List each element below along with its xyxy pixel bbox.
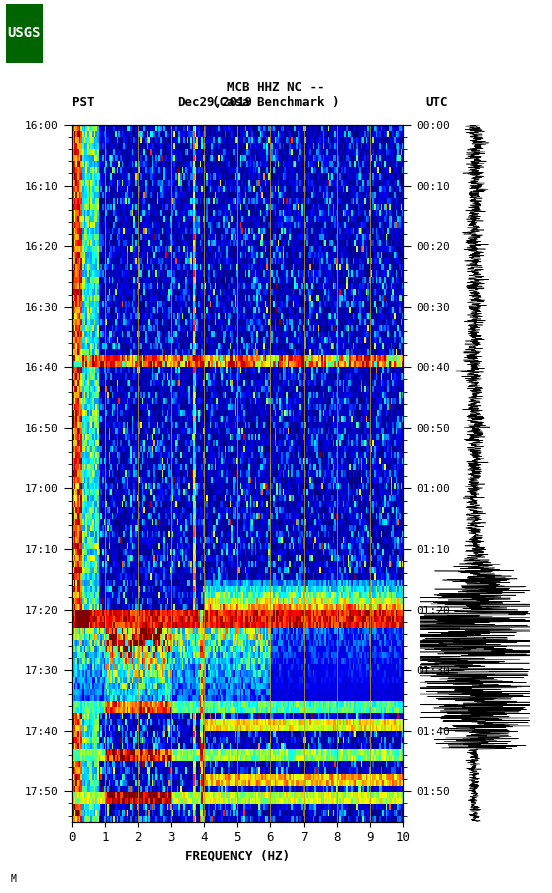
FancyBboxPatch shape xyxy=(6,4,43,63)
Text: M: M xyxy=(11,874,17,884)
Text: (Casa Benchmark ): (Casa Benchmark ) xyxy=(213,96,339,109)
X-axis label: FREQUENCY (HZ): FREQUENCY (HZ) xyxy=(185,850,290,863)
Text: MCB HHZ NC --: MCB HHZ NC -- xyxy=(227,80,325,94)
Text: USGS: USGS xyxy=(7,27,40,40)
Text: UTC: UTC xyxy=(425,96,448,109)
Text: Dec29,2019: Dec29,2019 xyxy=(177,96,252,109)
Text: PST: PST xyxy=(72,96,94,109)
